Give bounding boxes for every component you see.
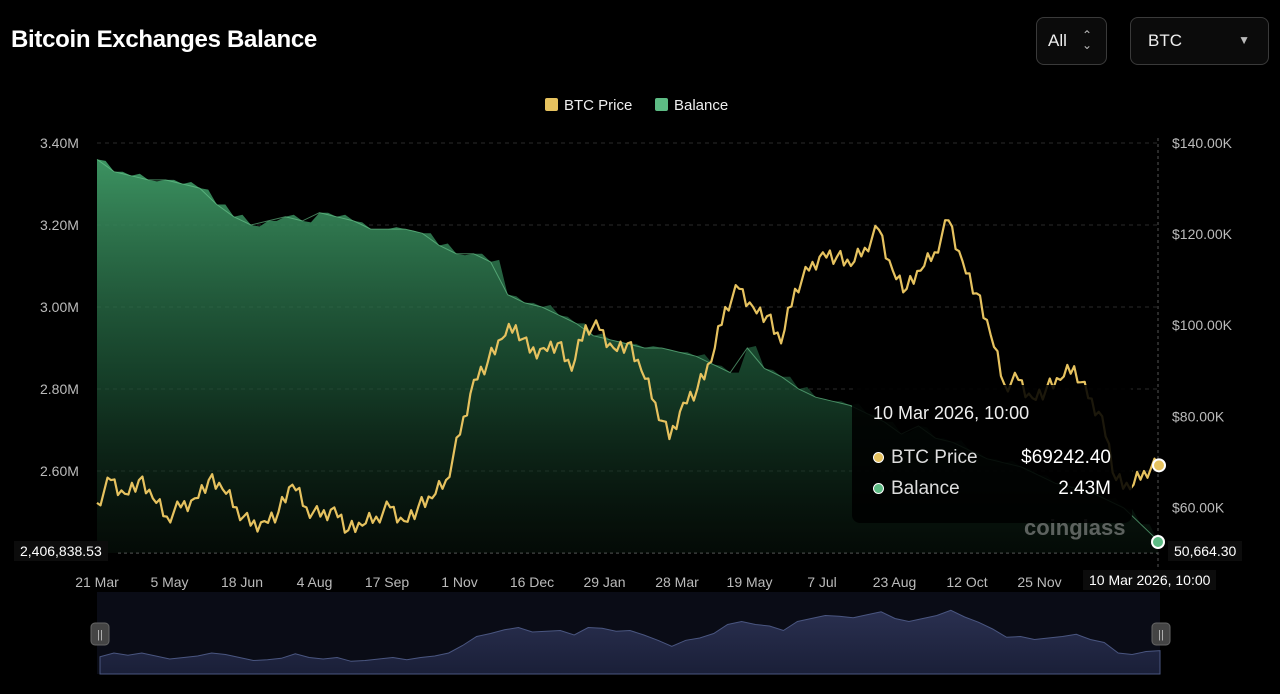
asset-select[interactable]: BTC ▼ [1130,17,1269,65]
tooltip-balance-row: Balance 2.43M [873,478,1111,500]
crosshair-x-value: 10 Mar 2026, 10:00 [1083,570,1217,590]
crosshair-left-value: 2,406,838.53 [14,541,108,561]
navigator-handle-left[interactable] [90,622,110,646]
x-tick: 29 Jan [583,574,625,590]
asset-value: BTC [1148,31,1182,50]
x-tick: 18 Jun [221,574,263,590]
crosshair-right-value: 50,664.30 [1168,541,1243,561]
navigator-area [99,609,1161,675]
x-tick: 12 Oct [946,574,987,590]
legend-label: Balance [674,97,728,114]
navigator-handle-right[interactable] [1151,622,1171,646]
time-range-value: All [1048,31,1067,50]
x-tick: 16 Dec [510,574,554,590]
legend-swatch [655,98,668,111]
x-tick: 7 Jul [807,574,837,590]
x-tick: 21 Mar [75,574,119,590]
tooltip-balance-value: 2.43M [1058,478,1111,499]
updown-chevron-icon: ⌃ ⌄ [1082,28,1093,52]
btc-price-marker [1152,458,1166,473]
y-right-tick: $140.00K [1172,135,1233,151]
legend-label: BTC Price [564,97,632,114]
y-right-tick: $120.00K [1172,226,1233,242]
y-left-tick: 3.40M [40,135,79,151]
x-tick: 5 May [150,574,188,590]
btc-dot-icon [873,452,884,463]
y-right-tick: $60.00K [1172,499,1225,515]
grip-icon: || [1158,629,1164,641]
x-tick: 28 Mar [655,574,699,590]
tooltip: 10 Mar 2026, 10:00 BTC Price $69242.40 B… [852,385,1132,523]
btc-price-line [96,219,1159,534]
x-tick: 23 Aug [873,574,917,590]
tooltip-balance-label: Balance [891,478,960,499]
y-left-tick: 3.00M [40,299,79,315]
legend-swatch [545,98,558,111]
balance-marker [1151,535,1165,549]
x-tick: 19 May [727,574,773,590]
grip-icon: || [97,629,103,641]
tooltip-btc-row: BTC Price $69242.40 [873,447,1111,469]
time-range-select[interactable]: All ⌃ ⌄ [1036,17,1107,65]
tooltip-btc-label: BTC Price [891,447,978,468]
caret-down-icon: ▼ [1238,33,1250,47]
y-left-tick: 2.80M [40,381,79,397]
x-tick: 4 Aug [297,574,333,590]
y-left-tick: 3.20M [40,217,79,233]
tooltip-btc-value: $69242.40 [1021,447,1111,468]
x-tick: 17 Sep [365,574,410,590]
y-left-tick: 2.60M [40,463,79,479]
x-tick: 25 Nov [1017,574,1061,590]
y-right-tick: $100.00K [1172,317,1233,333]
balance-dot-icon [873,483,884,494]
x-tick: 1 Nov [441,574,478,590]
page-title: Bitcoin Exchanges Balance [11,26,317,53]
tooltip-date: 10 Mar 2026, 10:00 [873,403,1030,423]
y-right-tick: $80.00K [1172,408,1225,424]
